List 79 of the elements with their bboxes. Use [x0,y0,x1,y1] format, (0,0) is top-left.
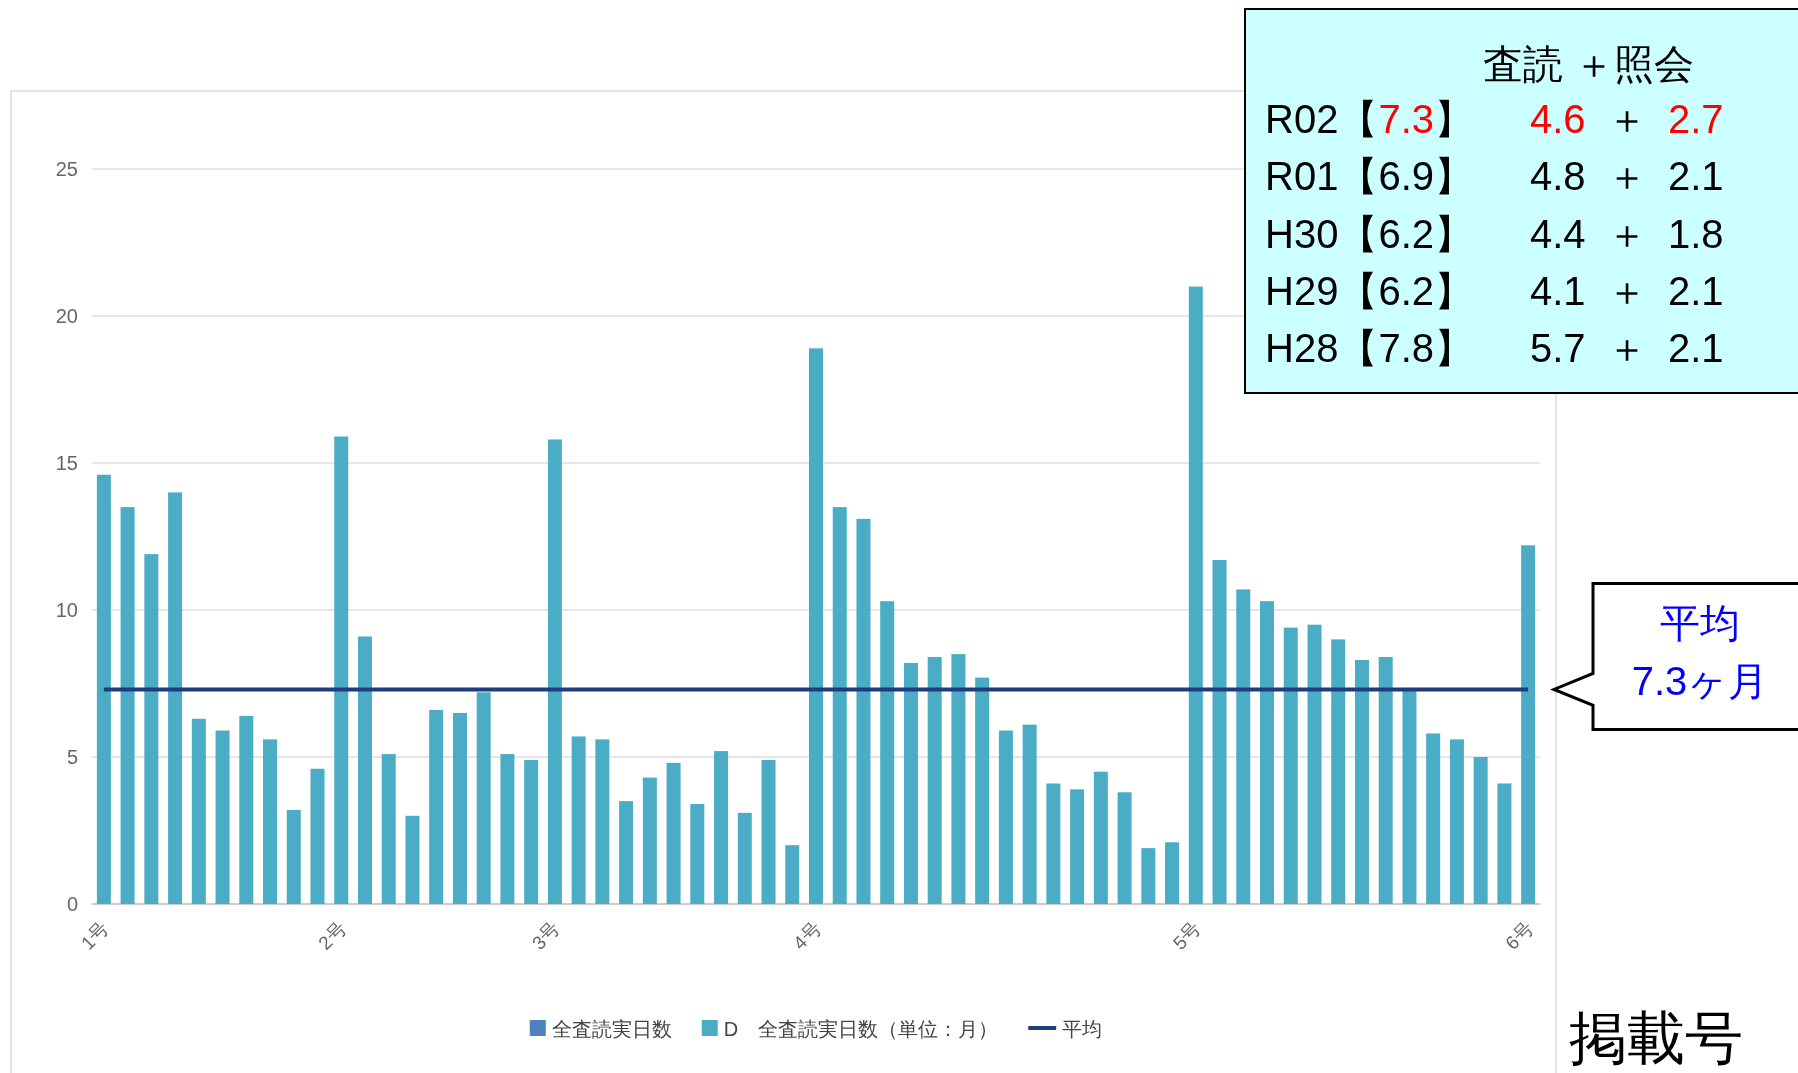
y-tick-label: 0 [66,893,78,915]
bar [951,654,966,904]
bar [1426,733,1441,904]
bar [1070,789,1085,904]
bar [310,768,325,904]
bar [666,762,681,904]
bar [761,759,776,904]
legend-label: 全査読実日数 [551,1018,672,1040]
legend-label: D 全査読実日数（単位：月） [723,1018,999,1040]
bar [1212,560,1227,904]
x-tick-label: 4号 [789,917,825,954]
bar [1236,589,1251,904]
x-tick-label: 3号 [527,917,564,954]
legend-label: 平均 [1062,1018,1103,1040]
bar [405,815,420,904]
bar [1283,627,1298,904]
bar [1046,783,1061,904]
bar [832,507,847,904]
bar [263,739,278,904]
bar [880,601,895,904]
bar [1497,783,1512,904]
bar [144,554,159,904]
bar [571,736,586,904]
bar [500,754,515,904]
y-tick-label: 25 [55,158,78,180]
bar [1117,792,1132,904]
bar [547,439,562,904]
bar [357,636,372,904]
x-tick-label: 6号 [1501,917,1537,954]
bar [642,777,657,904]
bar [1521,545,1536,904]
bar [476,692,491,904]
bar [334,436,349,904]
x-tick-label: 2号 [314,917,351,954]
callout: 平均 7.3ヶ月 [1550,581,1798,731]
bar [168,492,183,904]
bar [595,739,610,904]
bar [1307,624,1322,904]
bar [690,804,705,904]
bar [96,474,111,904]
bar [239,715,254,904]
bar [1354,659,1369,904]
y-tick-label: 20 [55,305,78,327]
bar [429,709,444,904]
bar [927,657,942,904]
bar [215,730,230,904]
bar [452,712,467,904]
bar [1473,757,1488,904]
x-tick-label: 5号 [1168,917,1205,954]
bar [524,759,539,904]
bar [381,754,396,904]
bar [1402,689,1417,904]
bar [975,677,990,904]
bar [1260,601,1275,904]
bar [1165,842,1180,904]
bar [785,845,800,904]
y-tick-label: 15 [55,452,78,474]
bar [714,751,729,904]
bar [998,730,1013,904]
bar [1093,771,1108,904]
bar [809,348,823,904]
bar [856,518,871,904]
bar [1378,657,1393,904]
bar [120,507,135,904]
x-tick-label: 1号 [76,917,113,954]
bar [191,718,206,904]
bar [737,812,752,904]
bar [903,662,918,904]
x-axis-title: 掲載号 [1569,1005,1743,1070]
bar [1022,724,1037,904]
bar [1331,639,1346,904]
bar [1188,286,1203,904]
bar [286,809,301,904]
y-tick-label: 5 [66,746,78,768]
bar [1449,739,1464,904]
bar [1141,848,1156,904]
y-tick-label: 10 [55,599,78,621]
table: 査読 ＋照会 R02【7.3】 4.6 ＋ 2.7 R01【6.9】 4.8 ＋ 2.1 H30【6.2】 4.4 ＋ 1.8 H29【6.2】 4.1 ＋ 2.1 H28【7.8】 5.7 ＋ 2.1 [1244,8,1798,394]
bar [619,801,634,904]
